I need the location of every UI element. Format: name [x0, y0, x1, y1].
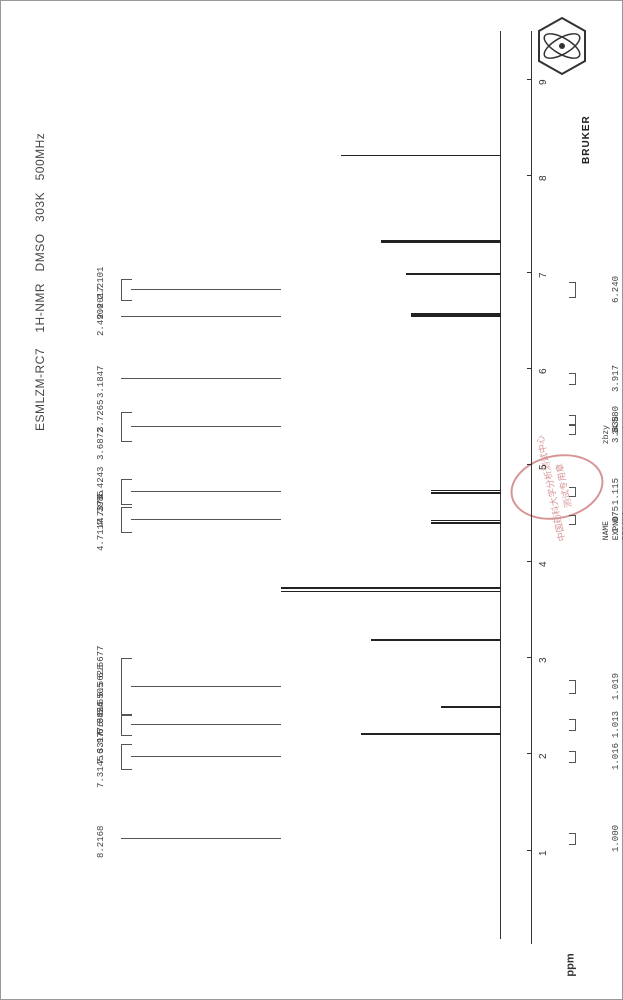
peak-label: 4.3985 [96, 491, 106, 523]
integral-value: 1.075 [611, 506, 621, 533]
spectrum-peak [381, 241, 501, 243]
spectrum-peak [431, 520, 501, 522]
nmr-page: ESMLZM-RC7 1H-NMR DMSO 303K 500MHz BRUKE… [0, 0, 623, 1000]
axis-tick-label: 1 [538, 850, 549, 856]
integral-value: 1.019 [611, 673, 621, 700]
integral-value: 6.240 [611, 276, 621, 303]
bruker-brand-text: BRUKER [581, 100, 592, 180]
spectrum-peak [281, 591, 501, 593]
integral-value: 1.115 [611, 478, 621, 505]
axis-tick-label: 6 [538, 369, 549, 375]
axis-tick-label: 2 [538, 754, 549, 760]
spectrum-peak [431, 490, 501, 492]
spectrum-plot [281, 1, 501, 969]
spectrum-peak [431, 492, 501, 494]
integral-value: 3.580 [611, 406, 621, 433]
spectrum-baseline [500, 31, 501, 939]
peak-label: 7.3145 [96, 756, 106, 788]
integral-value: 1.000 [611, 825, 621, 852]
peak-label: 6.5456 [96, 702, 106, 734]
spectrum-peak [341, 155, 501, 157]
axis-tick-label: 4 [538, 561, 549, 567]
peak-label: 4.7117 [96, 519, 106, 551]
peak-label: 3.1847 [96, 366, 106, 398]
experiment: 1H-NMR [33, 283, 47, 333]
axis-tick-label: 8 [538, 176, 549, 182]
frequency: 500MHz [33, 133, 47, 181]
axis-tick-label: 3 [538, 657, 549, 663]
solvent: DMSO [33, 233, 47, 271]
axis-tick-label: 9 [538, 80, 549, 86]
peak-label: 2.2017 [96, 287, 106, 319]
spectrum-peak [361, 734, 501, 736]
axis-unit-label: ppm [564, 953, 576, 976]
temperature: 303K [33, 192, 47, 222]
spectrum-peak [281, 587, 501, 589]
integral-value: 1.013 [611, 711, 621, 738]
header-title: ESMLZM-RC7 1H-NMR DMSO 303K 500MHz [33, 133, 47, 431]
spectrum-peak [441, 706, 501, 708]
peak-label: 8.2168 [96, 826, 106, 858]
ppm-axis: 1 2 3 4 5 6 7 8 9 [531, 31, 562, 944]
peak-label: 3.6872 [96, 428, 106, 460]
integral-value: 3.917 [611, 365, 621, 392]
spectrum-peak [411, 316, 501, 318]
axis-tick-label: 5 [538, 465, 549, 471]
spectrum-peak [371, 639, 501, 641]
integral-value: 1.016 [611, 743, 621, 770]
spectrum-peak [406, 274, 501, 276]
axis-tick-label: 7 [538, 272, 549, 278]
spectrum-peak [431, 522, 501, 524]
sample-id: ESMLZM-RC7 [33, 348, 47, 431]
